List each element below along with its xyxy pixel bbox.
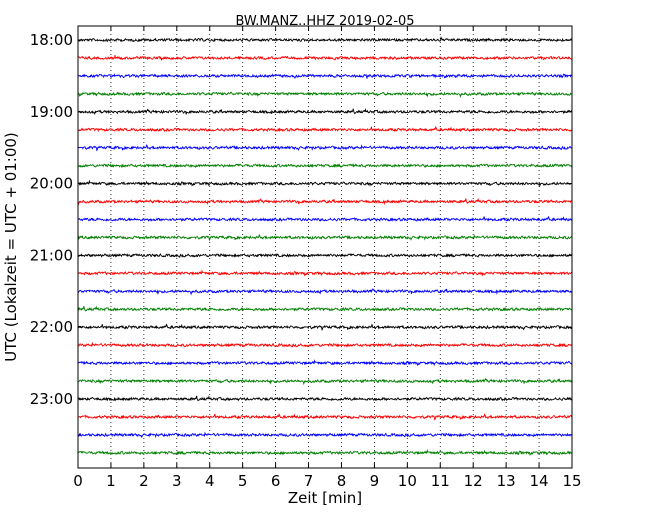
trace-1930 [77, 143, 573, 152]
trace-2115 [77, 269, 573, 277]
trace-2100 [77, 253, 573, 258]
x-tick-label-3: 3 [172, 472, 182, 490]
y-tick-label-2000: 20:00 [30, 175, 73, 193]
x-tick-label-4: 4 [205, 472, 215, 490]
trace-1915 [77, 125, 573, 133]
trace-2315 [77, 413, 573, 421]
trace-2045 [77, 233, 573, 242]
x-tick-label-0: 0 [73, 472, 83, 490]
chart-title: BW.MANZ..HHZ 2019-02-05 [235, 14, 414, 29]
x-tick-label-8: 8 [337, 472, 347, 490]
trace-2215 [77, 341, 573, 348]
trace-2200 [77, 323, 573, 331]
trace-2145 [77, 305, 573, 312]
trace-2330 [77, 431, 573, 439]
x-axis-ticks: 0 1 2 3 4 5 6 7 8 9 10 11 12 13 14 15 [73, 26, 582, 490]
x-tick-label-6: 6 [271, 472, 281, 490]
seismogram-traces [77, 35, 573, 456]
trace-2000 [77, 179, 573, 188]
x-tick-label-5: 5 [238, 472, 248, 490]
trace-1815 [77, 55, 573, 62]
y-tick-label-1900: 19:00 [30, 103, 73, 121]
trace-2245 [77, 377, 573, 386]
y-tick-label-2300: 23:00 [30, 390, 73, 408]
trace-1900 [77, 108, 573, 116]
trace-1845 [77, 91, 573, 99]
x-tick-label-13: 13 [497, 472, 516, 490]
trace-1830 [77, 73, 573, 80]
trace-2345 [77, 448, 573, 456]
x-tick-label-9: 9 [370, 472, 380, 490]
trace-2030 [77, 215, 573, 222]
x-tick-label-7: 7 [304, 472, 314, 490]
x-tick-label-15: 15 [562, 472, 581, 490]
x-tick-label-11: 11 [431, 472, 450, 490]
x-axis-title: Zeit [min] [288, 489, 362, 507]
y-tick-label-2100: 21:00 [30, 246, 73, 264]
x-tick-label-12: 12 [464, 472, 483, 490]
trace-1945 [77, 163, 573, 168]
x-tick-label-1: 1 [106, 472, 116, 490]
trace-1800 [77, 35, 573, 43]
plot-frame [77, 25, 573, 469]
grid-lines [110, 26, 540, 468]
y-axis-ticks: 18:00 19:00 20:00 21:00 22:00 23:00 [30, 31, 572, 408]
y-tick-label-1800: 18:00 [30, 31, 73, 49]
x-tick-label-14: 14 [530, 472, 549, 490]
trace-2230 [77, 359, 573, 367]
x-tick-label-10: 10 [398, 472, 417, 490]
trace-2300 [77, 395, 573, 402]
trace-2130 [77, 288, 573, 296]
x-tick-label-2: 2 [139, 472, 149, 490]
y-tick-label-2200: 22:00 [30, 318, 73, 336]
y-axis-title: UTC (Lokalzeit = UTC + 01:00) [2, 132, 20, 362]
trace-2015 [77, 197, 573, 206]
